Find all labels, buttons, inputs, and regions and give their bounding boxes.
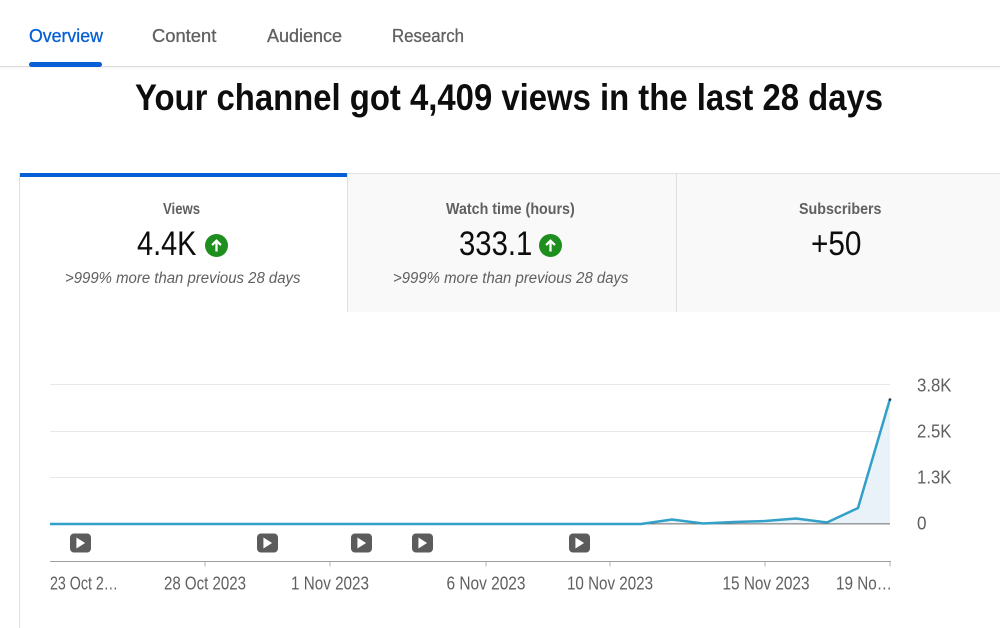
svg-text:19 No…: 19 No… [836,574,892,594]
svg-text:3.8K: 3.8K [917,376,952,396]
svg-text:1.3K: 1.3K [917,468,952,488]
svg-text:10 Nov 2023: 10 Nov 2023 [567,574,653,594]
svg-text:2.5K: 2.5K [917,422,952,442]
svg-text:23 Oct 2…: 23 Oct 2… [50,574,118,594]
svg-text:1 Nov 2023: 1 Nov 2023 [291,574,369,594]
svg-text:0: 0 [917,514,927,534]
svg-text:6 Nov 2023: 6 Nov 2023 [447,574,526,594]
svg-text:15 Nov 2023: 15 Nov 2023 [723,574,810,594]
svg-text:28 Oct 2023: 28 Oct 2023 [164,574,246,594]
